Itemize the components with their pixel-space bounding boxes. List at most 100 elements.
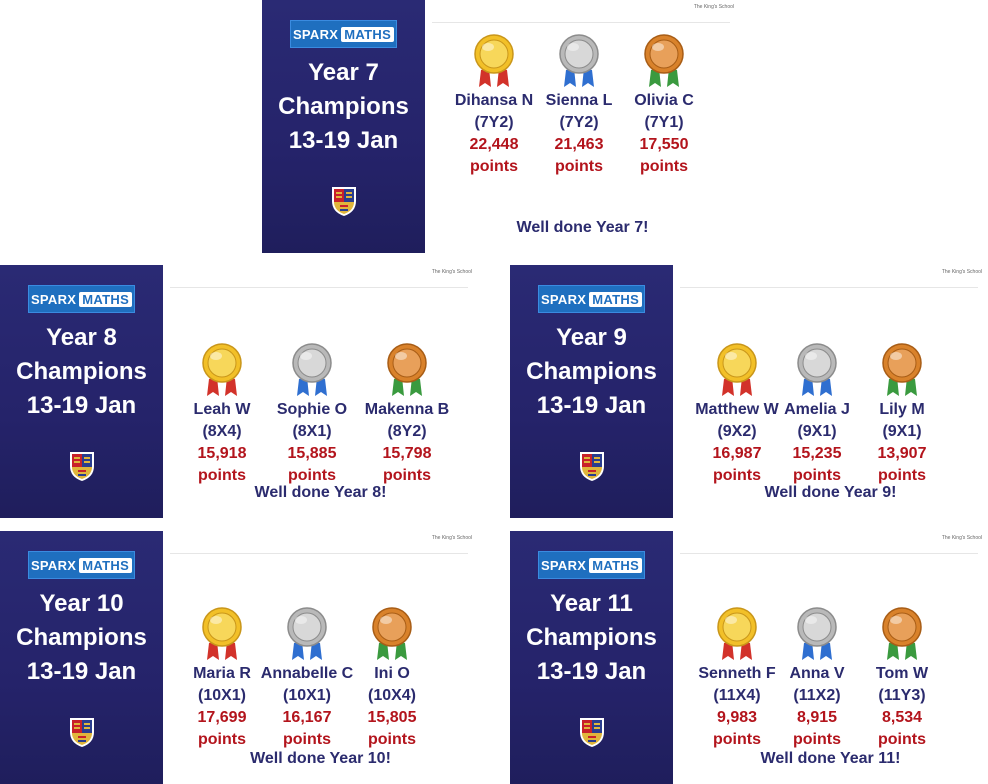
logo-word-sparx: SPARX — [30, 291, 77, 307]
winner-2: Annabelle C (10X1) 16,167 points — [257, 605, 357, 751]
year-label: Year 8 — [46, 324, 117, 351]
winner-form: (7Y2) — [474, 114, 514, 131]
winner-name: Lily M — [879, 401, 925, 418]
sparx-maths-logo: SPARX MATHS — [538, 285, 645, 313]
winner-form: (9X1) — [797, 423, 837, 440]
bronze-medal-icon — [387, 343, 427, 396]
divider — [170, 553, 468, 554]
gold-medal-icon — [202, 607, 242, 660]
winner-form: (8X4) — [202, 423, 242, 440]
podium: Senneth F (11X4) 9,983 points Anna V (11… — [682, 553, 982, 748]
winner-points: 13,907 — [877, 445, 927, 462]
card-sidebar: SPARX MATHS Year 9 Champions 13-19 Jan — [510, 265, 673, 518]
silver-medal-icon — [797, 607, 837, 660]
well-done-message: Well done Year 7! — [516, 219, 649, 236]
winner-2: Sienna L (7Y2) 21,463 points — [529, 32, 629, 178]
winner-3: Tom W (11Y3) 8,534 points — [852, 605, 952, 751]
winner-points-unit: points — [470, 158, 518, 175]
winner-name: Dihansa N — [454, 92, 534, 109]
winner-2: Sophie O (8X1) 15,885 points — [262, 341, 362, 487]
well-done-message: Well done Year 8! — [254, 484, 387, 501]
winner-name: Annabelle C — [260, 665, 354, 682]
champions-label: Champions — [526, 624, 657, 651]
winner-points: 9,983 — [716, 709, 758, 726]
school-name: The King's School — [941, 535, 982, 541]
school-crest-icon — [580, 452, 604, 481]
card-title: Year 11 Champions 13-19 Jan — [510, 587, 673, 689]
school-name: The King's School — [941, 269, 982, 275]
year-label: Year 11 — [550, 590, 633, 617]
sparx-maths-logo: SPARX MATHS — [538, 551, 645, 579]
champions-label: Champions — [16, 358, 147, 385]
logo-word-sparx: SPARX — [540, 557, 587, 573]
school-crest-icon — [580, 718, 604, 747]
winner-form: (11X4) — [713, 687, 761, 704]
winner-points-unit: points — [878, 467, 926, 484]
card-sidebar: SPARX MATHS Year 11 Champions 13-19 Jan — [510, 531, 673, 784]
winner-1: Leah W (8X4) 15,918 points — [172, 341, 272, 487]
winner-points-unit: points — [878, 731, 926, 748]
bronze-medal-icon — [882, 343, 922, 396]
winner-points-unit: points — [283, 731, 331, 748]
card-title: Year 8 Champions 13-19 Jan — [0, 321, 163, 423]
winner-form: (10X4) — [367, 687, 417, 704]
winner-form: (7Y2) — [559, 114, 599, 131]
logo-word-maths: MATHS — [79, 557, 133, 573]
winner-points-unit: points — [288, 467, 336, 484]
bronze-medal-icon — [372, 607, 412, 660]
logo-word-maths: MATHS — [589, 557, 643, 573]
date-range: 13-19 Jan — [26, 392, 137, 419]
card-sidebar: SPARX MATHS Year 8 Champions 13-19 Jan — [0, 265, 163, 518]
winner-points-unit: points — [198, 731, 246, 748]
podium: Leah W (8X4) 15,918 points Sophie O (8X1… — [172, 287, 472, 484]
gold-medal-icon — [474, 34, 514, 87]
school-crest-icon — [332, 187, 356, 216]
year-champions-card-4: SPARX MATHS Year 10 Champions 13-19 Jan — [0, 531, 478, 784]
silver-medal-icon — [292, 343, 332, 396]
winner-form: (8Y2) — [387, 423, 427, 440]
card-sidebar: SPARX MATHS Year 7 Champions 13-19 Jan — [262, 0, 425, 253]
logo-word-sparx: SPARX — [540, 291, 587, 307]
winner-points: 15,885 — [287, 445, 337, 462]
divider — [432, 22, 730, 23]
divider — [170, 287, 468, 288]
bronze-medal-icon — [644, 34, 684, 87]
well-done-message: Well done Year 10! — [250, 750, 391, 767]
winner-points: 16,167 — [282, 709, 332, 726]
winner-1: Dihansa N (7Y2) 22,448 points — [444, 32, 544, 178]
winner-name: Senneth F — [698, 665, 776, 682]
winner-name: Makenna B — [364, 401, 450, 418]
winner-points-unit: points — [713, 731, 761, 748]
winner-1: Maria R (10X1) 17,699 points — [172, 605, 272, 751]
gold-medal-icon — [717, 343, 757, 396]
winner-points: 21,463 — [554, 136, 604, 153]
winner-points-unit: points — [793, 467, 841, 484]
school-crest-icon — [70, 718, 94, 747]
card-sidebar: SPARX MATHS Year 10 Champions 13-19 Jan — [0, 531, 163, 784]
winner-points-unit: points — [383, 467, 431, 484]
winner-points: 15,918 — [197, 445, 247, 462]
winner-points: 17,699 — [197, 709, 247, 726]
sparx-maths-logo: SPARX MATHS — [290, 20, 397, 48]
winner-points: 15,805 — [367, 709, 417, 726]
logo-word-maths: MATHS — [341, 26, 395, 42]
winner-1: Senneth F (11X4) 9,983 points — [687, 605, 787, 751]
winner-3: Makenna B (8Y2) 15,798 points — [357, 341, 457, 487]
winner-name: Leah W — [193, 401, 251, 418]
podium: Maria R (10X1) 17,699 points Annabelle C… — [172, 553, 472, 748]
sparx-maths-logo: SPARX MATHS — [28, 285, 135, 313]
winner-form: (9X1) — [882, 423, 922, 440]
school-crest-icon — [70, 452, 94, 481]
winner-name: Anna V — [789, 665, 845, 682]
winner-points-unit: points — [368, 731, 416, 748]
winner-points-unit: points — [555, 158, 603, 175]
winner-name: Sienna L — [545, 92, 613, 109]
school-name: The King's School — [431, 269, 472, 275]
year-champions-card-1: SPARX MATHS Year 7 Champions 13-19 Jan — [262, 0, 740, 253]
winner-form: (9X2) — [717, 423, 757, 440]
winner-name: Ini O — [374, 665, 410, 682]
winner-points: 17,550 — [639, 136, 689, 153]
champions-label: Champions — [278, 93, 409, 120]
winner-points: 16,987 — [712, 445, 762, 462]
year-champions-card-3: SPARX MATHS Year 9 Champions 13-19 Jan — [510, 265, 988, 518]
